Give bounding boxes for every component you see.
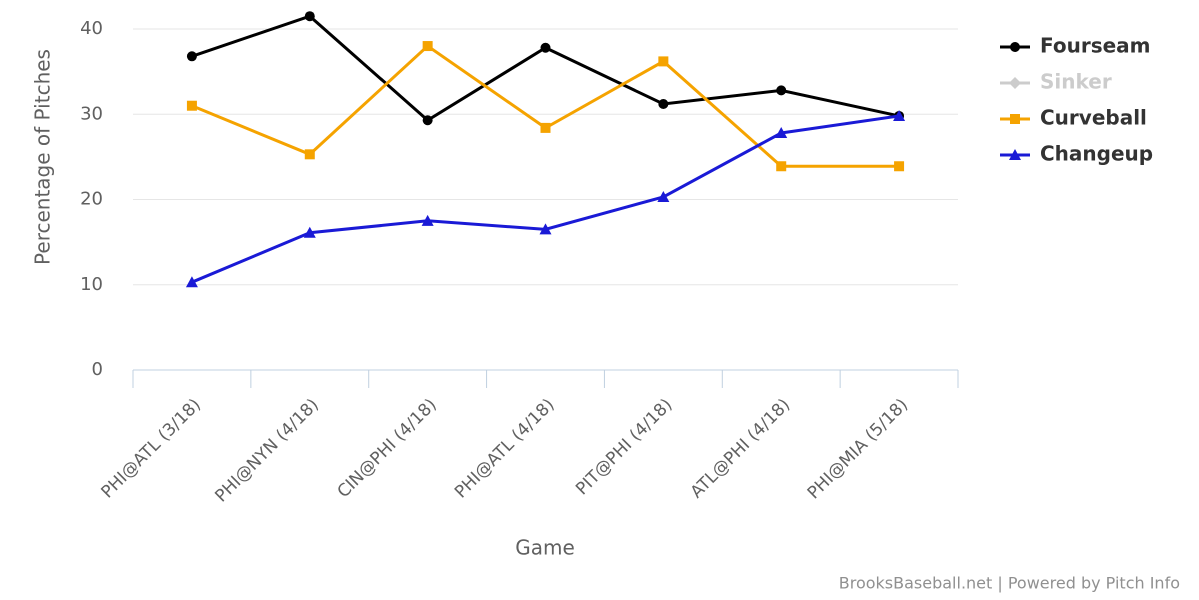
data-point	[422, 41, 433, 52]
x-tick-label: PHI@ATL (4/18)	[451, 395, 559, 503]
legend-label: Fourseam	[1040, 34, 1151, 58]
data-point	[540, 42, 551, 53]
x-tick-label: ATL@PHI (4/18)	[687, 395, 795, 503]
series-line	[191, 14, 900, 123]
y-tick-label: 20	[80, 189, 103, 210]
legend-marker	[1010, 114, 1020, 124]
data-point	[185, 276, 198, 288]
data-point	[894, 161, 905, 172]
data-point	[893, 109, 906, 121]
x-tick-label: PHI@ATL (3/18)	[97, 395, 205, 503]
data-point	[303, 226, 316, 238]
data-point	[304, 11, 315, 22]
credits: BrooksBaseball.net | Powered by Pitch In…	[839, 574, 1180, 593]
data-point	[658, 99, 669, 110]
data-point	[775, 127, 788, 139]
data-point	[539, 223, 552, 235]
data-point	[540, 122, 551, 133]
x-tick-label: PHI@NYN (4/18)	[211, 395, 323, 507]
data-point	[421, 214, 434, 226]
data-point	[304, 149, 315, 160]
x-axis-label: Game	[515, 536, 575, 560]
data-point	[186, 51, 197, 62]
legend-marker	[1010, 42, 1020, 52]
y-tick-label: 40	[80, 18, 103, 39]
data-point	[422, 115, 433, 126]
x-tick-label: CIN@PHI (4/18)	[334, 395, 441, 502]
series-line	[191, 44, 900, 168]
y-axis-label: Percentage of Pitches	[31, 49, 55, 265]
data-point	[657, 190, 670, 202]
legend-label: Changeup	[1040, 142, 1153, 166]
y-tick-label: 30	[80, 103, 103, 124]
legend-marker	[1009, 149, 1021, 160]
y-tick-label: 0	[92, 359, 103, 380]
x-tick-label: PIT@PHI (4/18)	[572, 395, 676, 499]
legend-label: Sinker	[1040, 70, 1112, 94]
legend-label: Curveball	[1040, 106, 1147, 130]
data-point	[776, 161, 787, 172]
data-point	[776, 85, 787, 96]
x-tick-label: PHI@MIA (5/18)	[804, 395, 912, 503]
legend-marker	[1009, 77, 1021, 89]
y-tick-label: 10	[80, 274, 103, 295]
data-point	[658, 56, 669, 67]
data-point	[186, 100, 197, 111]
